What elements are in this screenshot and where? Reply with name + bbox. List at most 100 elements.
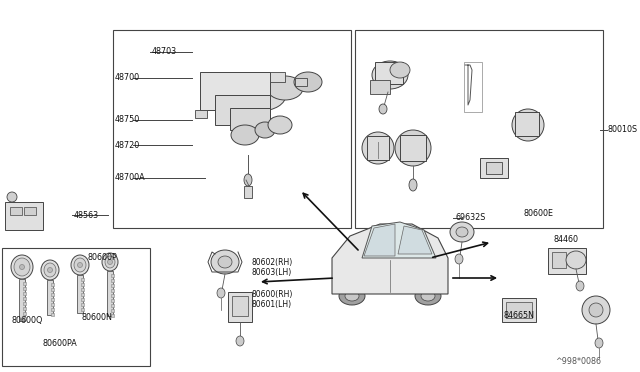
Bar — [200, 72, 270, 110]
Bar — [111, 279, 114, 282]
Text: 48720: 48720 — [115, 141, 140, 150]
Ellipse shape — [576, 281, 584, 291]
Text: 80010S: 80010S — [607, 125, 637, 135]
Bar — [195, 110, 207, 118]
Ellipse shape — [395, 130, 431, 166]
Bar — [23, 282, 26, 285]
Text: 80600PA: 80600PA — [43, 339, 77, 347]
Ellipse shape — [44, 263, 56, 277]
Bar — [215, 95, 270, 125]
Bar — [51, 293, 54, 296]
Bar — [10, 207, 22, 215]
Bar — [23, 287, 26, 290]
Ellipse shape — [47, 267, 52, 273]
Ellipse shape — [409, 179, 417, 191]
Bar — [111, 314, 114, 317]
Bar — [552, 252, 566, 268]
Ellipse shape — [267, 76, 303, 100]
Bar — [81, 283, 84, 286]
Bar — [47, 280, 53, 315]
Bar — [111, 284, 114, 287]
Ellipse shape — [455, 254, 463, 264]
Text: 80600E: 80600E — [523, 208, 553, 218]
Bar — [23, 317, 26, 320]
Ellipse shape — [74, 258, 86, 272]
Polygon shape — [364, 224, 395, 256]
Bar — [355, 30, 603, 228]
Ellipse shape — [234, 79, 286, 111]
Text: 84460: 84460 — [553, 235, 578, 244]
Ellipse shape — [520, 117, 536, 133]
Text: 80600(RH): 80600(RH) — [252, 291, 293, 299]
Bar — [81, 288, 84, 291]
Ellipse shape — [77, 263, 83, 267]
Ellipse shape — [421, 291, 435, 301]
Bar — [400, 135, 426, 161]
Ellipse shape — [512, 109, 544, 141]
Ellipse shape — [566, 251, 586, 269]
Bar — [515, 112, 539, 136]
Bar — [111, 274, 114, 277]
Text: 80600P: 80600P — [88, 253, 118, 263]
Polygon shape — [332, 224, 448, 294]
Ellipse shape — [236, 336, 244, 346]
Bar — [23, 297, 26, 300]
Ellipse shape — [7, 192, 17, 202]
Bar — [111, 304, 114, 307]
Bar — [111, 289, 114, 292]
Bar — [464, 62, 482, 112]
Bar — [244, 186, 252, 198]
Bar — [51, 303, 54, 306]
Ellipse shape — [370, 140, 386, 156]
Text: 69632S: 69632S — [455, 214, 485, 222]
Ellipse shape — [102, 253, 118, 271]
Text: 48700A: 48700A — [115, 173, 146, 183]
Polygon shape — [362, 222, 436, 258]
Bar — [506, 302, 532, 318]
Ellipse shape — [108, 260, 113, 264]
Bar — [486, 162, 502, 174]
Bar — [51, 313, 54, 316]
Bar — [111, 309, 114, 312]
Bar — [51, 308, 54, 311]
Bar — [111, 299, 114, 302]
Bar — [81, 308, 84, 311]
Ellipse shape — [362, 132, 394, 164]
Bar — [51, 283, 54, 286]
Bar — [375, 62, 403, 84]
Ellipse shape — [244, 174, 252, 186]
Ellipse shape — [379, 104, 387, 114]
Ellipse shape — [217, 288, 225, 298]
Polygon shape — [398, 226, 432, 254]
Ellipse shape — [345, 291, 359, 301]
Bar — [5, 202, 43, 230]
Ellipse shape — [450, 222, 474, 242]
Bar — [81, 298, 84, 301]
Bar — [295, 78, 307, 86]
Text: 80601(LH): 80601(LH) — [252, 301, 292, 310]
Text: ^998*0086: ^998*0086 — [555, 356, 601, 366]
Ellipse shape — [415, 287, 441, 305]
Bar — [81, 278, 84, 281]
Bar — [107, 271, 113, 316]
Bar — [480, 158, 508, 178]
Bar — [502, 298, 536, 322]
Bar — [548, 248, 586, 274]
Bar — [23, 302, 26, 305]
Bar — [23, 312, 26, 315]
Bar — [81, 293, 84, 296]
Bar — [111, 294, 114, 297]
Ellipse shape — [19, 264, 24, 269]
Text: 48703: 48703 — [152, 48, 177, 57]
Bar — [81, 303, 84, 306]
Ellipse shape — [595, 338, 603, 348]
Bar — [270, 72, 285, 82]
Bar — [23, 307, 26, 310]
Text: 48750: 48750 — [115, 115, 140, 125]
Bar — [367, 136, 389, 160]
Bar — [51, 298, 54, 301]
Text: 48563: 48563 — [74, 211, 99, 219]
Ellipse shape — [339, 287, 365, 305]
Ellipse shape — [41, 260, 59, 280]
Text: 48700: 48700 — [115, 74, 140, 83]
